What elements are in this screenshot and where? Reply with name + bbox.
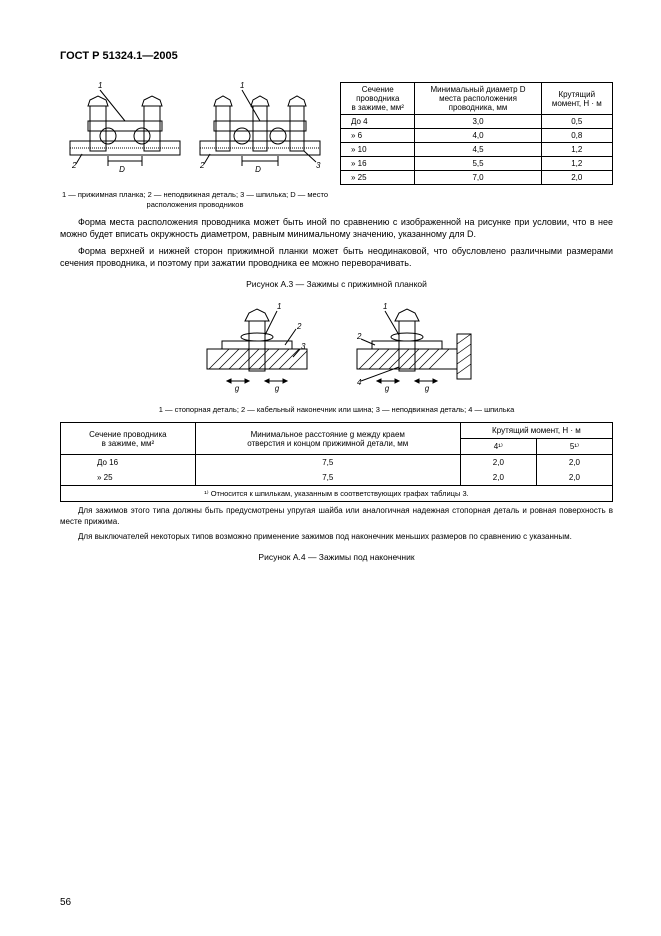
svg-text:1: 1 (383, 302, 387, 311)
t2-h2: Минимальное расстояние g между краемотве… (195, 423, 460, 455)
paragraph-3: Для зажимов этого типа должны быть преду… (60, 506, 613, 528)
svg-text:g: g (384, 384, 389, 393)
svg-text:g: g (234, 384, 239, 393)
paragraph-2: Форма верхней и нижней сторон прижимной … (60, 245, 613, 269)
t1-h3: Крутящий момент, Н · м (541, 83, 612, 115)
page-number: 56 (60, 897, 71, 908)
svg-text:1: 1 (240, 81, 244, 90)
t2-h3: Крутящий момент, Н · м (460, 423, 612, 439)
figure-a4: g g 1 2 3 (60, 299, 613, 399)
table-1: Сечение проводника в зажиме, мм² Минимал… (340, 82, 613, 185)
figure-a4-left: g g 1 2 3 (197, 299, 317, 399)
table-row: » 165,51,2 (341, 157, 613, 171)
paragraph-1: Форма места расположения проводника може… (60, 216, 613, 240)
svg-text:D: D (255, 165, 261, 174)
svg-text:2: 2 (71, 161, 77, 170)
svg-text:1: 1 (277, 302, 281, 311)
paragraph-4: Для выключателей некоторых типов возможн… (60, 532, 613, 543)
doc-header: ГОСТ Р 51324.1—2005 (60, 50, 613, 62)
table-row: » 104,51,2 (341, 143, 613, 157)
table-row: » 257,02,0 (341, 171, 613, 185)
figure-a4-legend: 1 — стопорная деталь; 2 — кабельный нако… (60, 405, 613, 414)
svg-text:3: 3 (316, 161, 321, 170)
svg-text:g: g (424, 384, 429, 393)
page: ГОСТ Р 51324.1—2005 (0, 0, 661, 936)
table-row: » 64,00,8 (341, 129, 613, 143)
svg-text:2: 2 (296, 322, 302, 331)
svg-text:2: 2 (356, 332, 362, 341)
top-row: D 1 2 (60, 76, 613, 210)
t2-footnote: ¹⁾ Относится к шпилькам, указанным в соо… (61, 486, 613, 502)
svg-text:1: 1 (98, 81, 102, 90)
t2-h3a: 4¹⁾ (460, 439, 536, 455)
figure-a3-caption: Рисунок А.3 — Зажимы с прижимной планкой (60, 279, 613, 289)
figure-a3-svg: D 1 2 (60, 76, 330, 186)
svg-text:4: 4 (357, 378, 362, 387)
svg-text:D: D (119, 165, 125, 174)
t1-h1: Сечение проводника в зажиме, мм² (341, 83, 415, 115)
svg-text:2: 2 (199, 161, 205, 170)
svg-text:g: g (274, 384, 279, 393)
t1-h2: Минимальный диаметр D места расположения… (415, 83, 541, 115)
figure-a4-caption: Рисунок А.4 — Зажимы под наконечник (60, 552, 613, 562)
figure-a3: D 1 2 (60, 76, 330, 210)
svg-text:3: 3 (301, 342, 306, 351)
figure-a4-right: g g 1 2 4 (347, 299, 477, 399)
table-2: Сечение проводникав зажиме, мм² Минималь… (60, 422, 613, 502)
table-row: До 43,00,5 (341, 115, 613, 129)
t2-h1: Сечение проводникав зажиме, мм² (61, 423, 196, 455)
t2-h3b: 5¹⁾ (536, 439, 612, 455)
figure-a3-legend: 1 — прижимная планка; 2 — неподвижная де… (60, 190, 330, 210)
